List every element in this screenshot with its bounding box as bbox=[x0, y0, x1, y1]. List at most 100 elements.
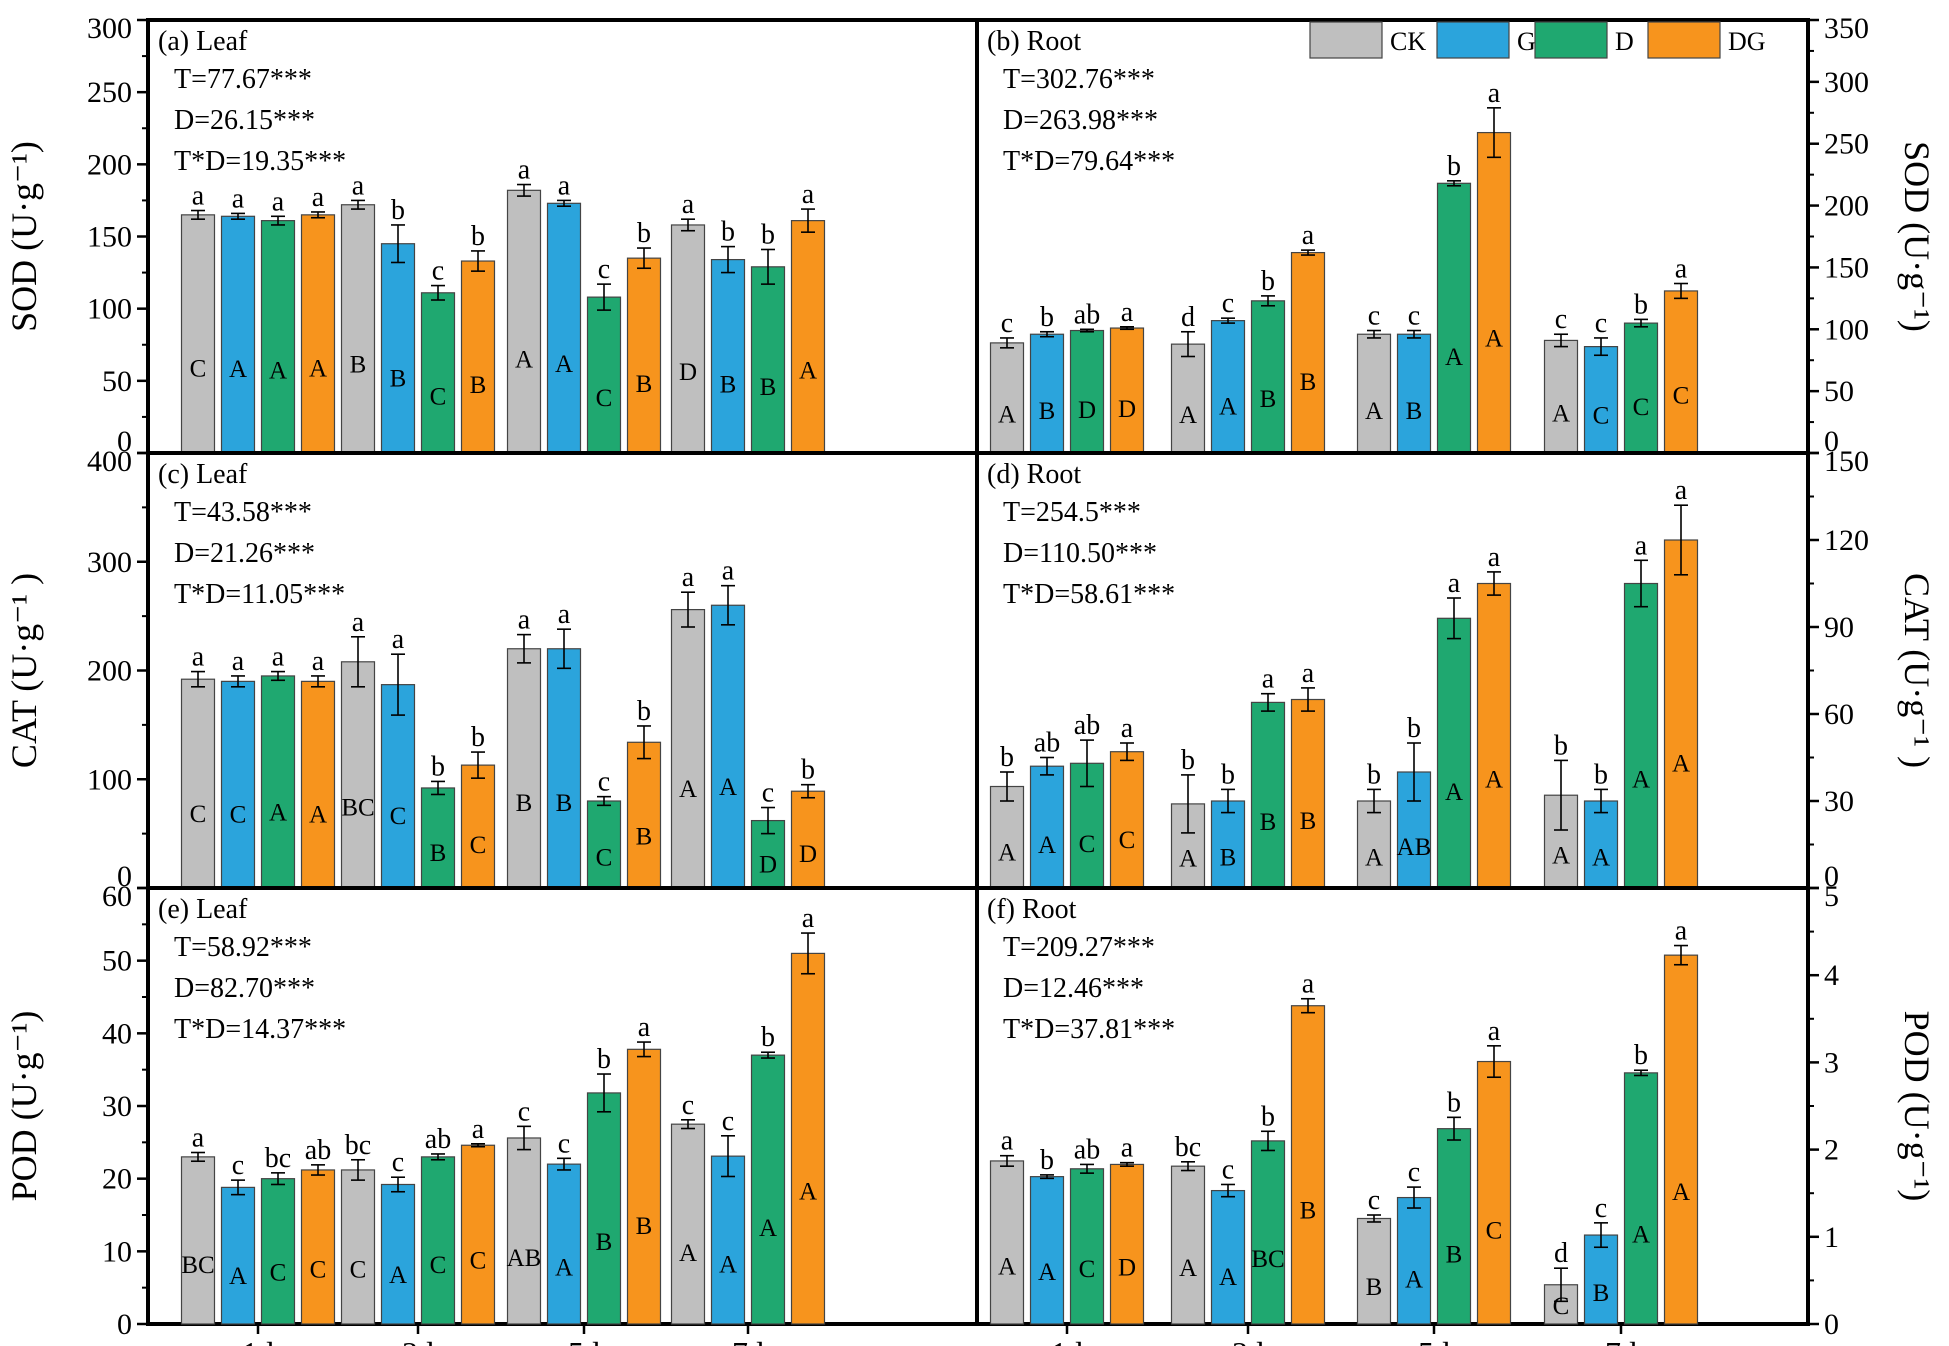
sig-letter-upper: A bbox=[1038, 832, 1056, 859]
sig-letter-upper: A bbox=[998, 839, 1016, 866]
sig-letter-lower: c bbox=[762, 778, 774, 809]
sig-letter-lower: b bbox=[801, 755, 815, 786]
sig-letter-upper: A bbox=[269, 357, 287, 384]
bar-D bbox=[1250, 300, 1286, 454]
bar-DG bbox=[460, 260, 496, 454]
sig-letter-lower: a bbox=[192, 1123, 205, 1154]
sig-letter-lower: c bbox=[1595, 1193, 1607, 1224]
y-tick-label: 0 bbox=[1824, 425, 1839, 458]
stat-annotation: D=12.46*** bbox=[1003, 973, 1144, 1004]
bar-G bbox=[1210, 1189, 1246, 1325]
bar-G bbox=[380, 684, 416, 889]
sig-letter-lower: ab bbox=[425, 1124, 451, 1155]
sig-letter-upper: B bbox=[760, 374, 777, 401]
y-tick-label: 5 bbox=[1824, 880, 1839, 913]
sig-letter-lower: b bbox=[1407, 713, 1421, 744]
sig-letter-lower: a bbox=[638, 1012, 651, 1043]
sig-letter-upper: A bbox=[1179, 1255, 1197, 1282]
sig-letter-lower: a bbox=[1488, 542, 1501, 573]
sig-letter-upper: B bbox=[636, 1213, 653, 1240]
y-tick-label: 400 bbox=[87, 445, 132, 478]
sig-letter-upper: C bbox=[230, 802, 247, 829]
sig-letter-upper: A bbox=[998, 1253, 1016, 1280]
sig-letter-lower: c bbox=[722, 1106, 734, 1137]
bar-CK bbox=[1543, 339, 1579, 454]
bar-D bbox=[1436, 617, 1472, 889]
sig-letter-lower: a bbox=[518, 605, 531, 636]
sig-letter-upper: C bbox=[350, 1257, 367, 1284]
sig-letter-upper: C bbox=[470, 832, 487, 859]
bar-G bbox=[220, 1186, 256, 1325]
y-tick-label: 100 bbox=[87, 763, 132, 796]
legend-swatch bbox=[1309, 21, 1383, 59]
bar-D bbox=[1250, 1140, 1286, 1325]
panel-d: 0 30 60 90 120 150 CAT (U·g⁻¹ ) (d) Root T=254.5… bbox=[987, 445, 1937, 893]
panel-title: (d) Root bbox=[987, 459, 1081, 490]
legend-label: D bbox=[1615, 27, 1634, 56]
sig-letter-upper: A bbox=[1485, 766, 1503, 793]
sig-letter-upper: C bbox=[190, 355, 207, 382]
y-tick-label: 60 bbox=[102, 880, 132, 913]
bar-G bbox=[1210, 320, 1246, 454]
y-axis-label: POD (U·g⁻¹) bbox=[4, 1011, 44, 1202]
bar-D bbox=[260, 675, 296, 889]
sig-letter-upper: A bbox=[555, 1254, 573, 1281]
sig-letter-upper: B bbox=[1300, 808, 1317, 835]
bar-CK bbox=[340, 661, 376, 889]
y-tick-label: 100 bbox=[1824, 313, 1869, 346]
sig-letter-upper: C bbox=[1119, 827, 1136, 854]
bar-CK bbox=[989, 342, 1025, 454]
sig-letter-upper: A bbox=[309, 802, 327, 829]
sig-letter-upper: A bbox=[1592, 845, 1610, 872]
sig-letter-lower: a bbox=[1675, 916, 1688, 947]
sig-letter-upper: B bbox=[1220, 845, 1237, 872]
bar-CK bbox=[1356, 333, 1392, 454]
sig-letter-upper: C bbox=[1633, 394, 1650, 421]
sig-letter-upper: BC bbox=[1251, 1246, 1284, 1273]
sig-letter-lower: ab bbox=[1074, 1134, 1100, 1165]
stat-annotation: D=21.26*** bbox=[174, 538, 315, 569]
bar-DG bbox=[300, 1169, 336, 1325]
sig-letter-lower: d bbox=[1181, 302, 1195, 333]
sig-letter-lower: ab bbox=[1074, 710, 1100, 741]
sig-letter-upper: C bbox=[1079, 1256, 1096, 1283]
x-tick-label: 1d bbox=[1051, 1335, 1083, 1346]
sig-letter-upper: B bbox=[390, 366, 407, 393]
bar-G bbox=[1029, 333, 1065, 454]
sig-letter-lower: b bbox=[1367, 759, 1381, 790]
sig-letter-lower: a bbox=[1488, 1016, 1501, 1047]
bar-G bbox=[380, 243, 416, 454]
sig-letter-lower: c bbox=[1595, 308, 1607, 339]
bar-DG bbox=[460, 764, 496, 889]
sig-letter-lower: ab bbox=[305, 1135, 331, 1166]
sig-letter-lower: a bbox=[1121, 297, 1134, 328]
y-tick-label: 300 bbox=[87, 12, 132, 45]
sig-letter-upper: B bbox=[636, 371, 653, 398]
sig-letter-upper: BC bbox=[181, 1252, 214, 1279]
sig-letter-lower: a bbox=[312, 182, 325, 213]
x-tick-label: 7d bbox=[732, 1335, 764, 1346]
sig-letter-upper: B bbox=[1300, 369, 1317, 396]
sig-letter-lower: b bbox=[637, 696, 651, 727]
y-tick-label: 0 bbox=[117, 1308, 132, 1341]
sig-letter-lower: a bbox=[232, 183, 245, 214]
sig-letter-lower: a bbox=[352, 607, 365, 638]
sig-letter-upper: B bbox=[350, 352, 367, 379]
bar-CK bbox=[180, 1156, 216, 1325]
stat-annotation: T=58.92*** bbox=[174, 932, 312, 963]
sig-letter-upper: A bbox=[555, 351, 573, 378]
sig-letter-upper: A bbox=[1632, 766, 1650, 793]
x-tick-label: 1d bbox=[242, 1335, 274, 1346]
bar-CK bbox=[989, 1160, 1025, 1325]
sig-letter-lower: a bbox=[392, 624, 405, 655]
sig-letter-upper: A bbox=[1365, 845, 1383, 872]
sig-letter-upper: D bbox=[1078, 397, 1096, 424]
sig-letter-lower: a bbox=[558, 599, 571, 630]
x-tick-label: 7d bbox=[1605, 1335, 1637, 1346]
sig-letter-upper: A bbox=[679, 776, 697, 803]
sig-letter-lower: a bbox=[352, 170, 365, 201]
sig-letter-upper: A bbox=[1672, 1179, 1690, 1206]
y-tick-label: 150 bbox=[1824, 251, 1869, 284]
sig-letter-upper: C bbox=[596, 385, 613, 412]
